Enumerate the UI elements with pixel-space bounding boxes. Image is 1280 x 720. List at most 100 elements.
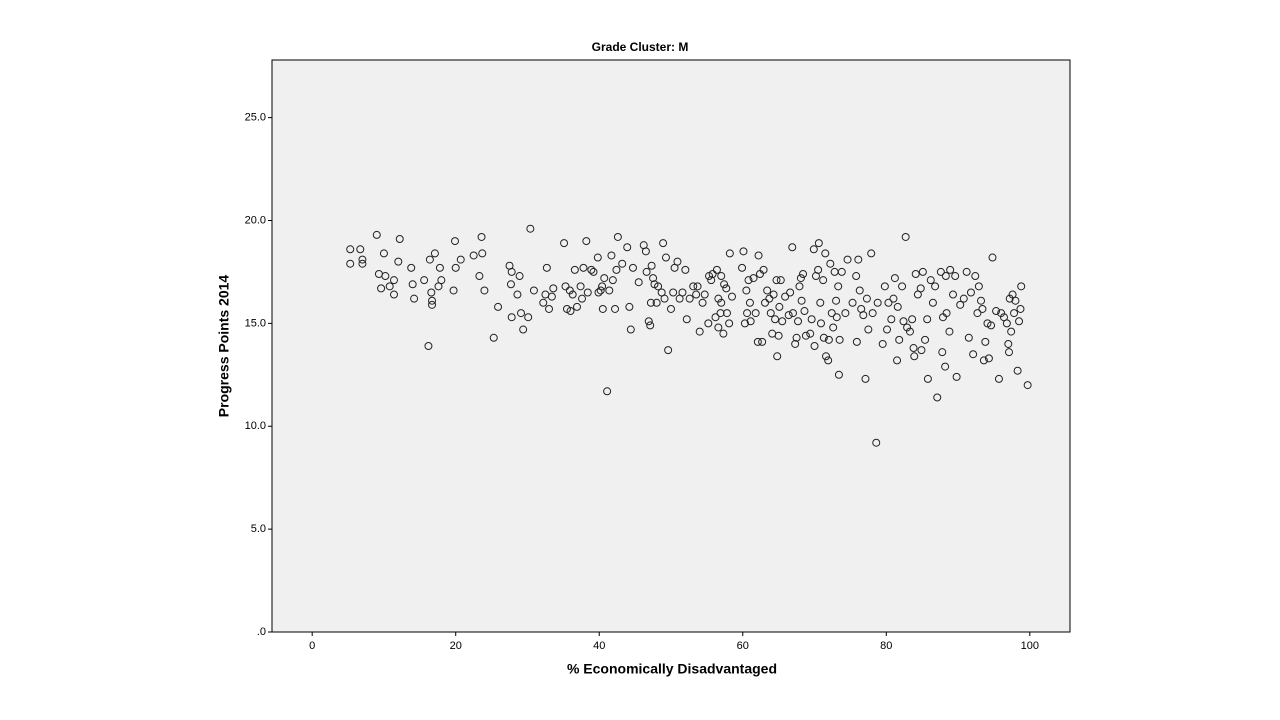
point <box>561 282 570 291</box>
point <box>582 237 591 246</box>
point <box>872 438 881 447</box>
point <box>420 276 429 285</box>
point <box>716 309 725 318</box>
point <box>909 344 918 353</box>
point <box>549 284 558 293</box>
point <box>611 304 620 313</box>
point <box>796 274 805 283</box>
point <box>469 251 478 260</box>
point <box>746 317 755 326</box>
point <box>917 346 926 355</box>
point <box>570 265 579 274</box>
point <box>824 335 833 344</box>
point <box>942 309 951 318</box>
point <box>408 280 417 289</box>
y-axis-label: Progress Points 2014 <box>216 275 232 418</box>
point <box>981 337 990 346</box>
point <box>722 309 731 318</box>
point <box>800 307 809 316</box>
point <box>834 370 843 379</box>
plot-area <box>271 59 1071 633</box>
point <box>936 267 945 276</box>
point <box>372 230 381 239</box>
point <box>607 251 616 260</box>
point <box>971 272 980 281</box>
point <box>695 327 704 336</box>
x-tick-label: 80 <box>880 640 892 652</box>
point <box>984 354 993 363</box>
point <box>598 282 607 291</box>
point <box>576 282 585 291</box>
point <box>949 290 958 299</box>
point <box>587 265 596 274</box>
point <box>507 267 516 276</box>
point <box>822 352 831 361</box>
point <box>987 321 996 330</box>
point <box>579 263 588 272</box>
point <box>1013 366 1022 375</box>
point <box>547 292 556 301</box>
point <box>745 298 754 307</box>
point <box>714 294 723 303</box>
point <box>603 387 612 396</box>
point <box>946 265 955 274</box>
point <box>717 298 726 307</box>
point <box>841 309 850 318</box>
point <box>781 292 790 301</box>
point <box>1005 348 1014 357</box>
point <box>428 300 437 309</box>
point <box>519 325 528 334</box>
point <box>642 267 651 276</box>
point <box>1004 339 1013 348</box>
point <box>381 272 390 281</box>
point <box>725 249 734 258</box>
point <box>625 302 634 311</box>
point <box>475 272 484 281</box>
point <box>933 393 942 402</box>
point <box>593 253 602 262</box>
point <box>878 339 887 348</box>
point <box>738 263 747 272</box>
point <box>794 317 803 326</box>
point <box>612 265 621 274</box>
point <box>560 239 569 248</box>
point <box>742 286 751 295</box>
point <box>923 315 932 324</box>
point <box>938 348 947 357</box>
point <box>669 288 678 297</box>
point <box>772 276 781 285</box>
point <box>774 331 783 340</box>
point <box>539 298 548 307</box>
point <box>681 265 690 274</box>
point <box>578 294 587 303</box>
point <box>883 325 892 334</box>
point <box>667 304 675 313</box>
point <box>682 315 691 324</box>
point <box>451 263 460 272</box>
point <box>379 249 388 258</box>
point <box>704 319 713 328</box>
point <box>568 290 577 299</box>
point <box>837 267 846 276</box>
point <box>605 286 614 295</box>
point <box>427 288 436 297</box>
point <box>661 253 670 262</box>
point <box>835 335 844 344</box>
point <box>700 290 709 299</box>
point <box>806 329 815 338</box>
point <box>649 274 658 283</box>
y-tick-label: 10.0 <box>245 420 266 432</box>
point <box>515 272 524 281</box>
point <box>1015 317 1024 326</box>
point <box>646 298 655 307</box>
point <box>834 282 843 291</box>
point <box>739 247 748 256</box>
point <box>814 239 823 248</box>
point <box>751 309 760 318</box>
point <box>911 269 920 278</box>
point <box>788 309 797 318</box>
point <box>778 317 787 326</box>
point <box>634 278 643 287</box>
point <box>795 282 804 291</box>
